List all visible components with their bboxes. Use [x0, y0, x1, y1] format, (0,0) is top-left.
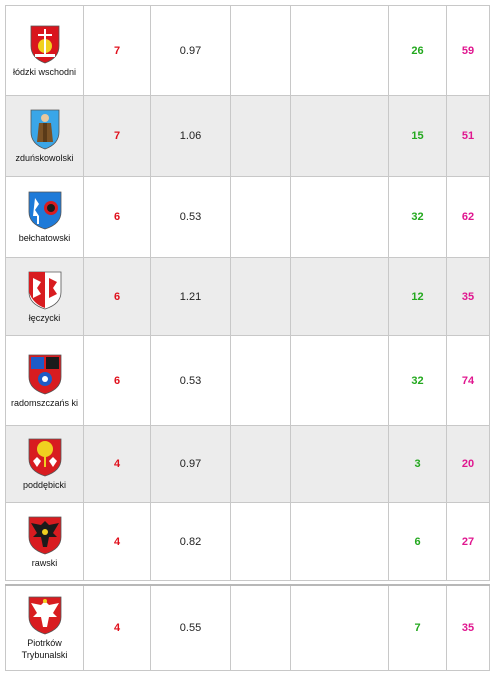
value-cell: 15: [388, 95, 447, 177]
radomszczanski-crest-icon: [28, 354, 61, 394]
county-name: poddębicki: [22, 480, 67, 490]
table-row: rawski 4 0.82 6 27: [5, 502, 490, 581]
empty-cell: [230, 335, 291, 426]
empty-cell: [290, 584, 389, 671]
value-cell: 27: [446, 502, 490, 581]
table-row: łęczycki 6 1.21 12 35: [5, 257, 490, 336]
empty-cell: [290, 5, 389, 96]
crest-cell: rawski: [5, 502, 84, 581]
value-cell: 4: [83, 425, 151, 503]
empty-cell: [290, 95, 389, 177]
value-cell: 3: [388, 425, 447, 503]
empty-cell: [230, 584, 291, 671]
value-cell: 0.53: [150, 335, 231, 426]
value-cell: 4: [83, 502, 151, 581]
value-cell: 59: [446, 5, 490, 96]
county-name: łódzki wschodni: [12, 66, 77, 77]
crest-cell: zduńskowolski: [5, 95, 84, 177]
empty-cell: [230, 95, 291, 177]
value-cell: 0.55: [150, 584, 231, 671]
crest-cell: łęczycki: [5, 257, 84, 336]
value-cell: 62: [446, 176, 490, 258]
county-name: Piotrków Trybunalski: [21, 637, 68, 660]
county-name: rawski: [31, 557, 58, 568]
crest-cell: poddębicki: [5, 425, 84, 503]
value-cell: 6: [83, 335, 151, 426]
empty-cell: [290, 257, 389, 336]
table-row: radomszczańs ki 6 0.53 32 74: [5, 335, 490, 426]
value-cell: 26: [388, 5, 447, 96]
value-cell: 51: [446, 95, 490, 177]
crest-cell: Piotrków Trybunalski: [5, 584, 84, 671]
value-cell: 6: [83, 257, 151, 336]
county-name: radomszczańs ki: [10, 397, 79, 408]
table-row: Piotrków Trybunalski 4 0.55 7 35: [5, 584, 490, 671]
value-cell: 0.97: [150, 5, 231, 96]
value-cell: 7: [83, 5, 151, 96]
empty-cell: [290, 176, 389, 258]
empty-cell: [230, 5, 291, 96]
table-row: bełchatowski 6 0.53 32 62: [5, 176, 490, 258]
county-name: zduńskowolski: [15, 153, 74, 163]
value-cell: 6: [83, 176, 151, 258]
value-cell: 35: [446, 257, 490, 336]
value-cell: 12: [388, 257, 447, 336]
value-cell: 4: [83, 584, 151, 671]
value-cell: 20: [446, 425, 490, 503]
value-cell: 35: [446, 584, 490, 671]
table-separator: [5, 580, 490, 585]
belchatowski-crest-icon: [28, 191, 61, 230]
county-name: łęczycki: [28, 312, 61, 323]
value-cell: 32: [388, 176, 447, 258]
empty-cell: [230, 257, 291, 336]
crest-cell: radomszczańs ki: [5, 335, 84, 426]
value-cell: 0.82: [150, 502, 231, 581]
lodzki-wschodni-crest-icon: [30, 25, 59, 63]
crest-cell: łódzki wschodni: [5, 5, 84, 96]
table-row: łódzki wschodni 7 0.97 26 59: [5, 5, 490, 96]
value-cell: 1.21: [150, 257, 231, 336]
county-name: bełchatowski: [18, 233, 71, 243]
empty-cell: [230, 502, 291, 581]
rawski-crest-icon: [28, 516, 61, 554]
value-cell: 1.06: [150, 95, 231, 177]
table-row: poddębicki 4 0.97 3 20: [5, 425, 490, 503]
zdunskowolski-crest-icon: [30, 109, 59, 150]
value-cell: 0.53: [150, 176, 231, 258]
empty-cell: [230, 425, 291, 503]
empty-cell: [290, 502, 389, 581]
poddebicki-crest-icon: [28, 438, 61, 477]
empty-cell: [290, 335, 389, 426]
value-cell: 6: [388, 502, 447, 581]
table-row: zduńskowolski 7 1.06 15 51: [5, 95, 490, 177]
empty-cell: [290, 425, 389, 503]
county-table: łódzki wschodni 7 0.97 26 59 zduńskowols…: [5, 5, 490, 671]
value-cell: 32: [388, 335, 447, 426]
piotrkow-crest-icon: [28, 596, 61, 635]
leczycki-crest-icon: [28, 271, 61, 309]
crest-cell: bełchatowski: [5, 176, 84, 258]
value-cell: 7: [388, 584, 447, 671]
value-cell: 0.97: [150, 425, 231, 503]
empty-cell: [230, 176, 291, 258]
value-cell: 7: [83, 95, 151, 177]
value-cell: 74: [446, 335, 490, 426]
